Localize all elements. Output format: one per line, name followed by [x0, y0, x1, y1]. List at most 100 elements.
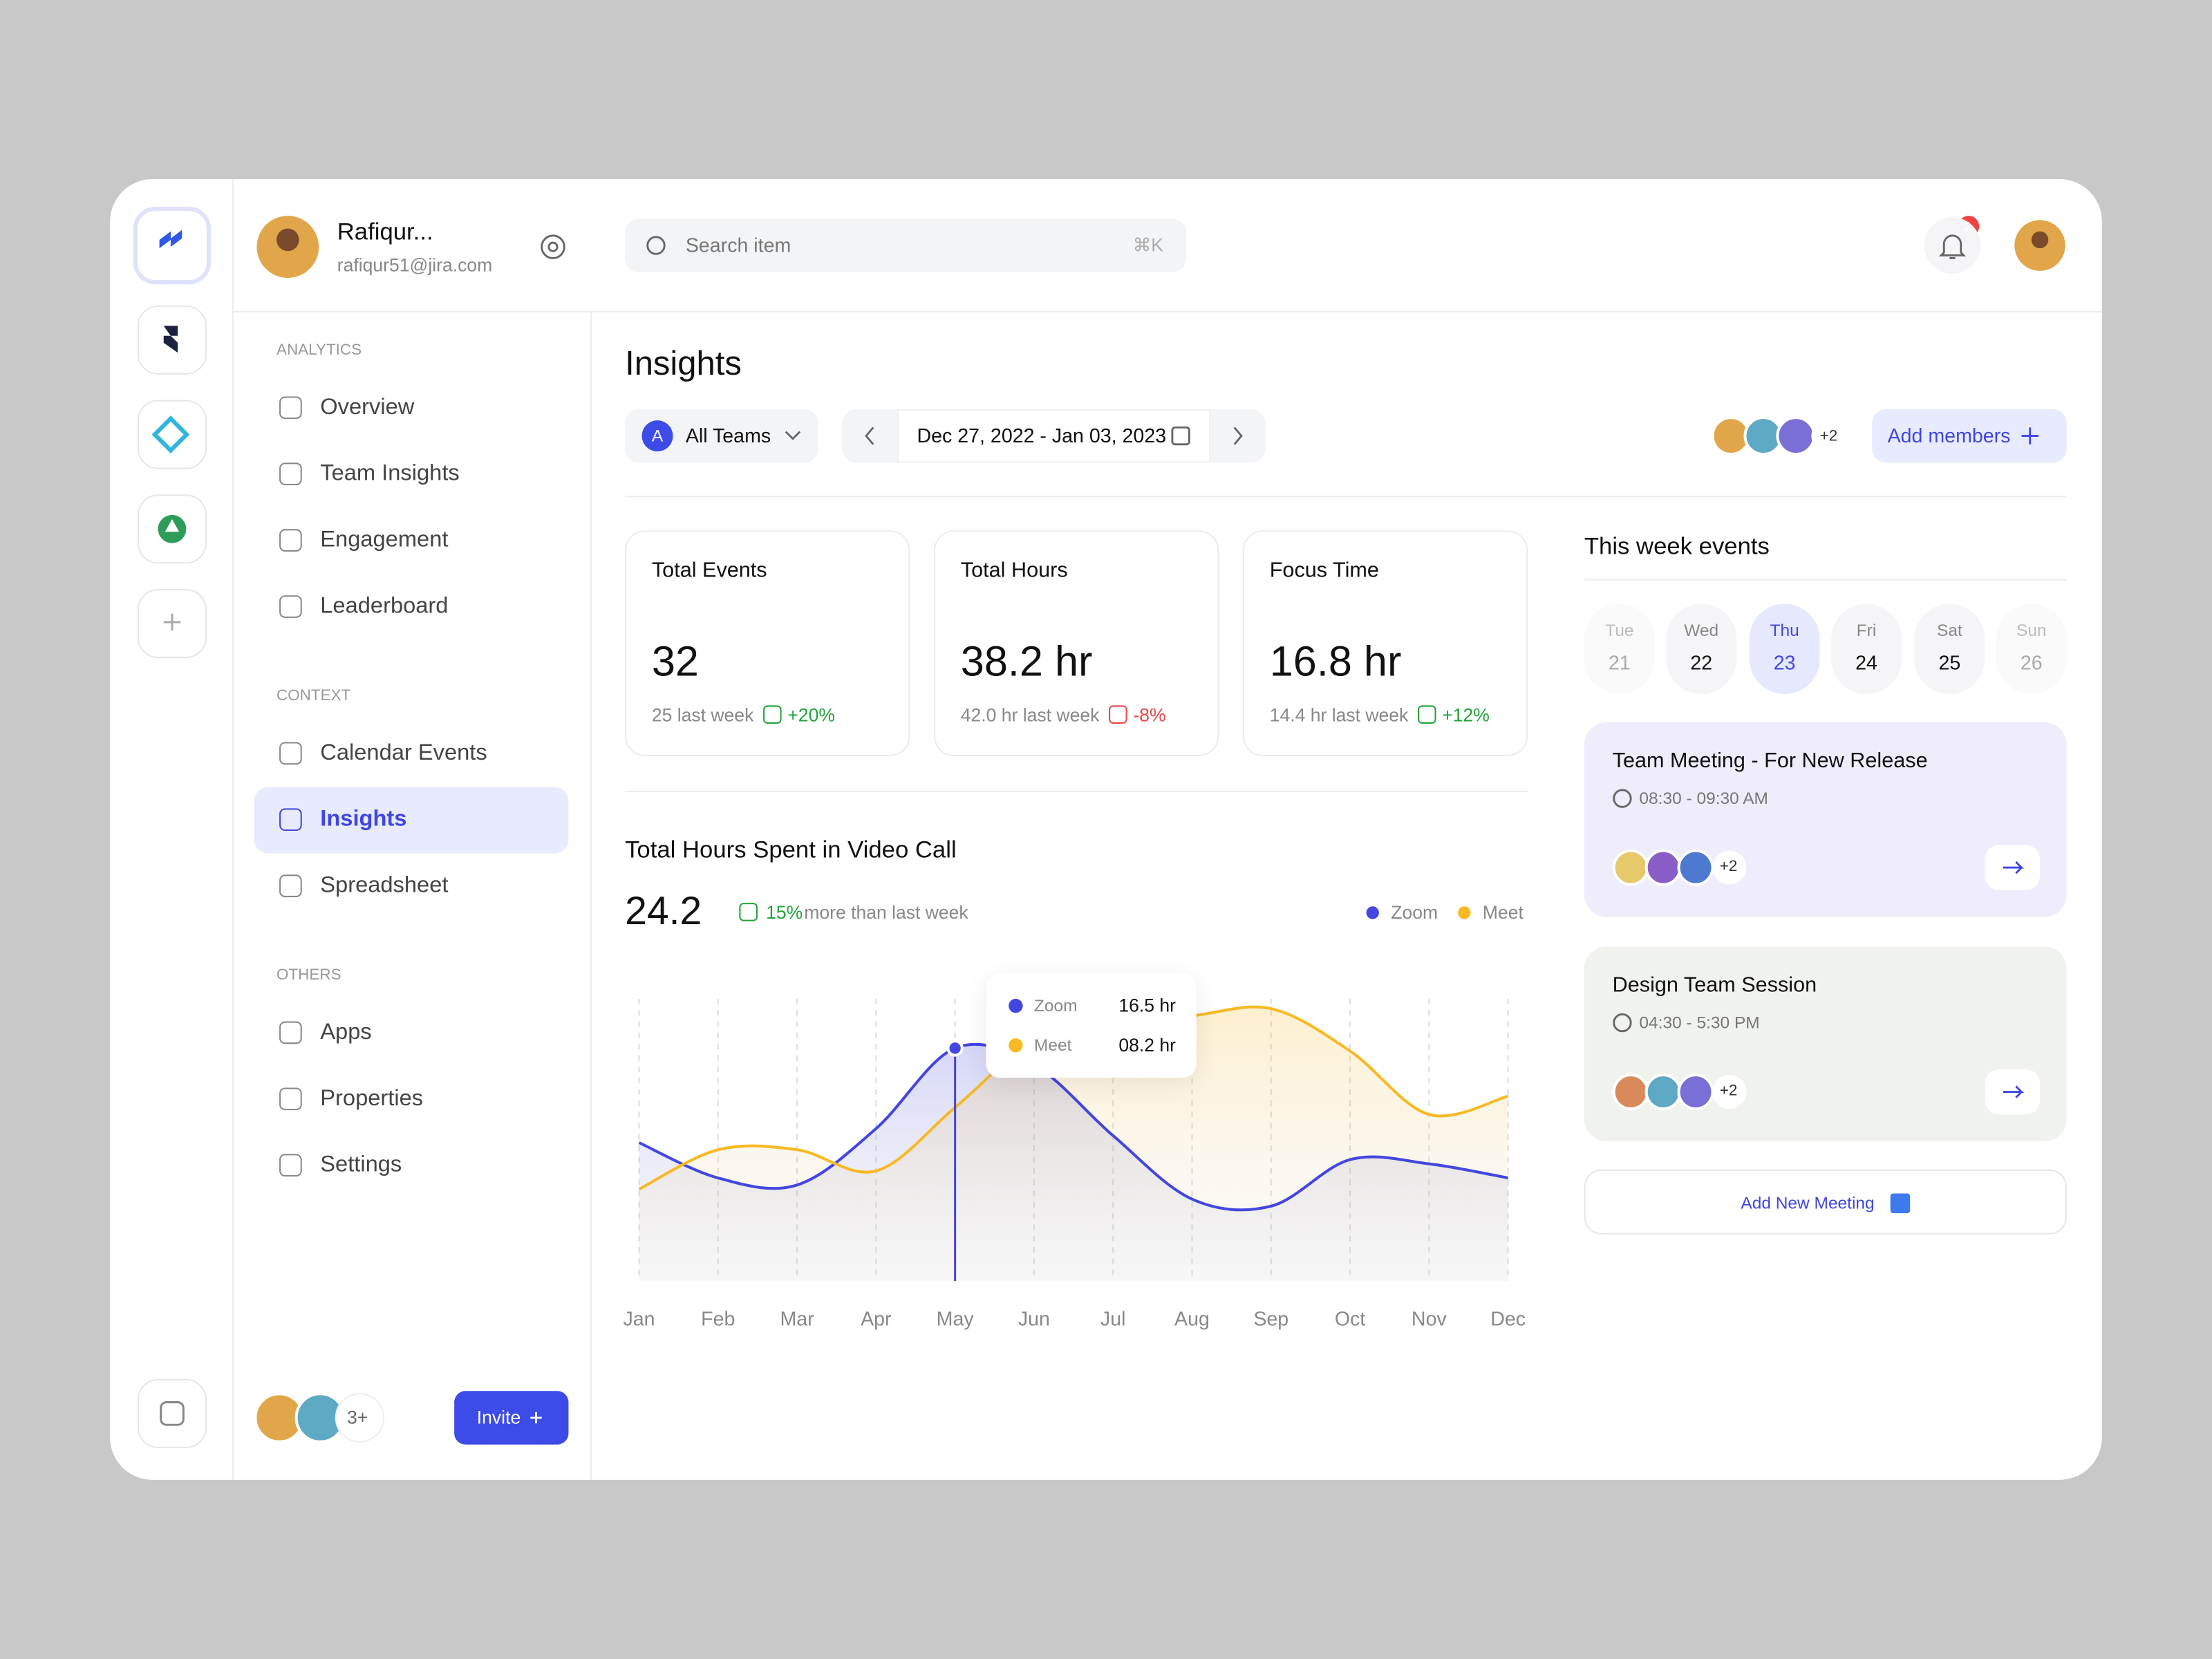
nav-item[interactable]: Insights: [320, 807, 407, 832]
day-date: 26: [2020, 651, 2043, 674]
nav-icon: [279, 742, 302, 765]
x-tick-label: Oct: [1334, 1307, 1366, 1330]
team-initial: A: [651, 425, 664, 446]
day-name: Tue: [1605, 620, 1634, 641]
tooltip-name: Zoom: [1033, 995, 1078, 1015]
nav-icon: [279, 595, 302, 618]
icon-rail[interactable]: [133, 206, 212, 1448]
stat-card: [1242, 530, 1528, 756]
chart-total: 24.2: [625, 889, 702, 933]
nav-item[interactable]: Engagement: [320, 528, 449, 552]
nav-item[interactable]: Spreadsheet: [320, 874, 449, 898]
nav-icon: [279, 1087, 302, 1111]
x-tick-label: Jan: [623, 1307, 655, 1330]
day-name: Sat: [1937, 620, 1962, 641]
team-filter-label: All Teams: [685, 424, 771, 447]
x-tick-label: Jun: [1018, 1307, 1050, 1330]
ui-icons: [530, 217, 2038, 1424]
chart: [638, 906, 1509, 1282]
meeting-time: 04:30 - 5:30 PM: [1639, 1012, 1760, 1033]
search-shortcut: ⌘K: [1132, 234, 1164, 256]
team-initial-bg: [641, 420, 673, 452]
stat-value: 16.8 hr: [1269, 639, 1402, 686]
nav-icon: [279, 396, 302, 420]
day-pill[interactable]: [1914, 603, 1985, 695]
stat-card: [934, 530, 1219, 756]
day-pill[interactable]: [1749, 603, 1820, 695]
day-date: 22: [1690, 651, 1713, 674]
nav-item[interactable]: Properties: [320, 1087, 424, 1111]
x-tick-label: Aug: [1174, 1307, 1210, 1330]
trend-icon: [1109, 705, 1128, 724]
stat-change: -8%: [1133, 704, 1166, 726]
tooltip-name: Meet: [1033, 1035, 1072, 1056]
nav-icon: [279, 462, 302, 486]
dividers: [232, 179, 2102, 1480]
x-tick-label: Feb: [701, 1307, 735, 1330]
x-tick-label: Apr: [861, 1307, 892, 1330]
chart-change: 15%: [766, 901, 803, 924]
legend-label: Zoom: [1391, 901, 1438, 924]
chart-change-text: more than last week: [804, 901, 968, 924]
user-name: Rafiqur...: [337, 218, 433, 245]
stat-change: +20%: [787, 704, 835, 726]
invite-button[interactable]: [454, 1391, 569, 1445]
section-title: OTHERS: [276, 966, 341, 984]
add-meeting-button[interactable]: [1584, 1169, 2067, 1235]
nav-icon: [279, 1021, 302, 1044]
trend-icon: [739, 903, 758, 921]
stat-value: 32: [651, 639, 699, 686]
nav-icon: [279, 1154, 302, 1177]
meeting-time: 08:30 - 09:30 AM: [1639, 788, 1768, 808]
nav-icon: [279, 529, 302, 552]
stat-title: Focus Time: [1269, 559, 1379, 583]
notification-count: 2: [1963, 219, 1971, 234]
x-tick-label: Mar: [780, 1307, 814, 1330]
day-pill[interactable]: [1996, 603, 2067, 695]
nav-item[interactable]: Team Insights: [320, 462, 460, 486]
meeting-more: +2: [1719, 858, 1738, 876]
section-title: CONTEXT: [276, 687, 351, 705]
nav-item[interactable]: Calendar Events: [320, 741, 487, 765]
day-name: Thu: [1770, 620, 1799, 641]
members-more: +2: [1819, 428, 1838, 445]
meeting-more: +2: [1719, 1082, 1738, 1100]
stat-previous: 14.4 hr last week: [1269, 704, 1409, 726]
day-pill[interactable]: [1830, 603, 1902, 695]
add-members-label[interactable]: Add members: [1887, 424, 2011, 447]
nav-item[interactable]: Leaderboard: [320, 594, 449, 619]
day-pill[interactable]: [1584, 603, 1655, 695]
avatars: [254, 216, 2065, 1443]
hover-point: [946, 1040, 964, 1057]
x-tick-label: Sep: [1253, 1307, 1289, 1330]
series-area: [639, 1006, 1508, 1282]
stat-value: 38.2 hr: [960, 639, 1093, 686]
meeting-title: Team Meeting - For New Release: [1612, 749, 1928, 774]
nav-item[interactable]: Overview: [320, 395, 415, 420]
trend-icon: [1418, 705, 1437, 724]
search-box[interactable]: [625, 218, 1187, 272]
add-meeting-label[interactable]: Add New Meeting: [1741, 1193, 1875, 1213]
nav-item[interactable]: Apps: [320, 1020, 372, 1045]
day-name: Wed: [1684, 620, 1719, 641]
meeting-title: Design Team Session: [1612, 973, 1817, 997]
day-name: Fri: [1856, 620, 1877, 641]
day-date: 21: [1608, 651, 1631, 674]
chart-title: Total Hours Spent in Video Call: [625, 836, 957, 863]
x-tick-label: Dec: [1490, 1307, 1526, 1330]
events-title: This week events: [1584, 533, 1770, 560]
stat-title: Total Events: [651, 559, 767, 583]
date-range: Dec 27, 2022 - Jan 03, 2023: [917, 424, 1167, 447]
stat-previous: 42.0 hr last week: [960, 704, 1100, 726]
day-pill[interactable]: [1666, 603, 1737, 695]
active-item: [254, 787, 569, 854]
nav-icon: [279, 874, 302, 897]
day-date: 23: [1773, 651, 1796, 674]
section-title: ANALYTICS: [276, 341, 362, 359]
invite-label[interactable]: Invite: [476, 1407, 521, 1428]
nav-item[interactable]: Settings: [320, 1153, 402, 1177]
rail-icons: [151, 229, 190, 1426]
